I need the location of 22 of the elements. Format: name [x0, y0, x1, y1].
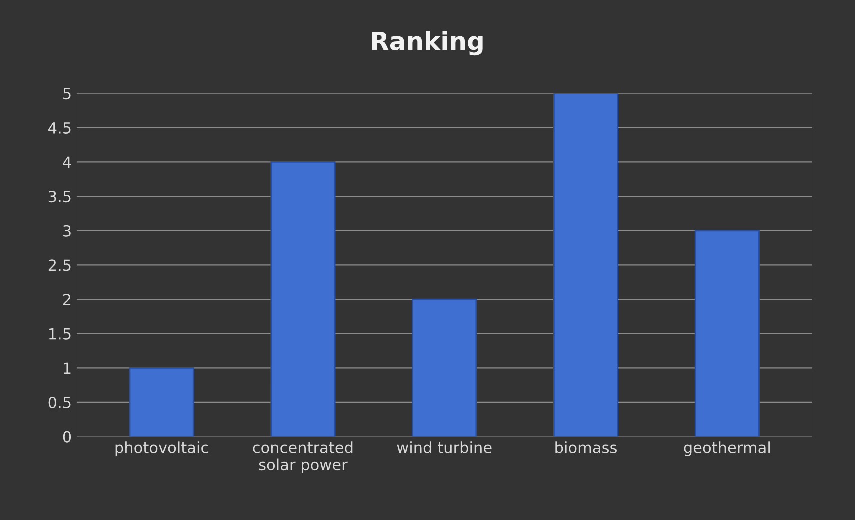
- x-tick-label: geothermal: [684, 442, 770, 456]
- y-tick-label: 5: [64, 88, 71, 100]
- y-tick-label: 4.5: [48, 122, 71, 134]
- y-tick-label: 3: [64, 225, 71, 237]
- bar: [412, 298, 478, 437]
- y-tick-label: 1: [64, 362, 71, 374]
- x-tick-label: concentrated solar power: [253, 442, 353, 474]
- y-tick-label: 2: [63, 294, 71, 306]
- bar: [129, 367, 194, 437]
- y-tick-label: 0.5: [48, 396, 71, 408]
- x-tick-label: photovoltaic: [116, 442, 208, 456]
- bar: [270, 162, 336, 437]
- y-tick-label: 3.5: [48, 191, 71, 203]
- bar: [553, 94, 619, 437]
- y-tick-label: 4: [63, 156, 72, 168]
- y-tick-label: 1.5: [49, 328, 71, 340]
- x-tick-label: biomass: [556, 442, 617, 454]
- chart-title: Ranking: [372, 31, 483, 56]
- y-tick-label: 2.5: [48, 260, 71, 272]
- x-tick-label: wind turbine: [397, 442, 492, 454]
- bar: [694, 230, 760, 437]
- y-tick-label: 0: [63, 431, 72, 443]
